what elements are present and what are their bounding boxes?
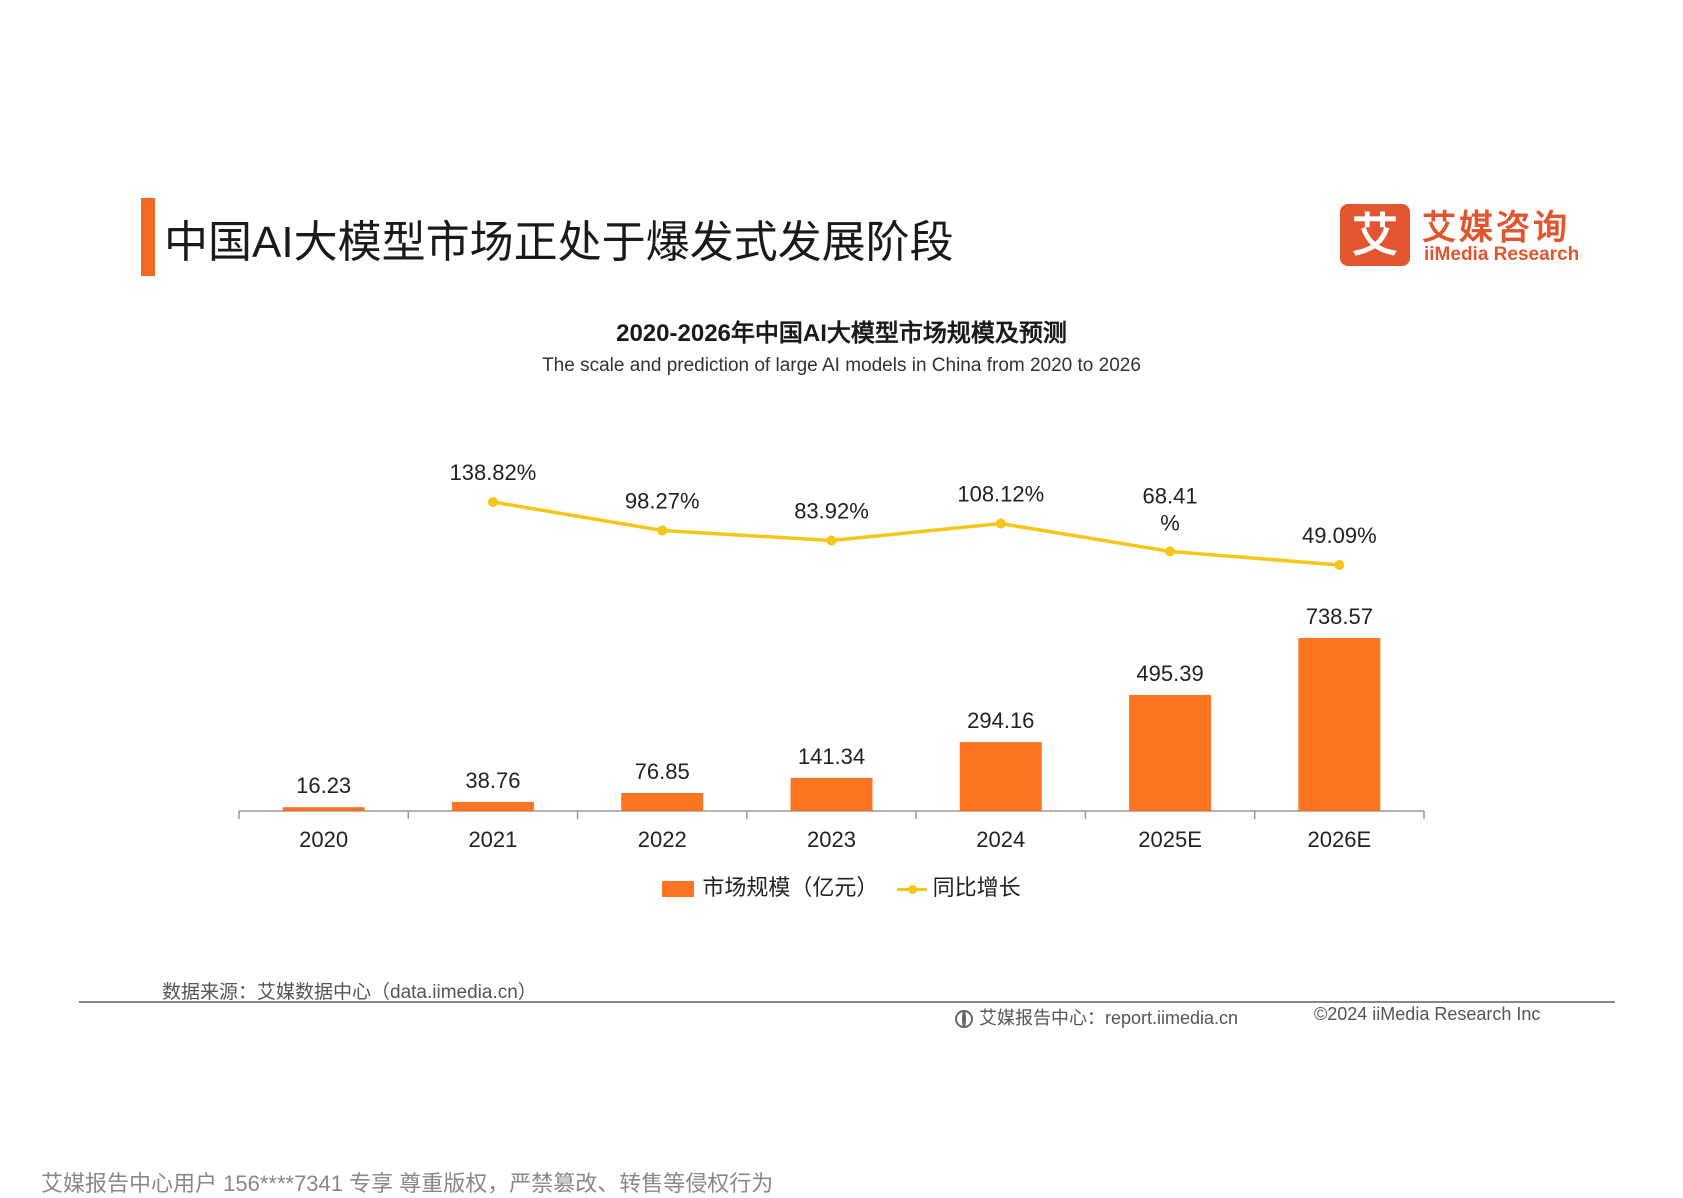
legend-label-market-scale: 市场规模（亿元） <box>702 875 879 900</box>
legend-label-yoy-growth: 同比增长 <box>932 875 1021 900</box>
x-tick-label: 2020 <box>299 827 348 852</box>
growth-point-2026E <box>1334 560 1345 570</box>
legend-item-yoy-growth: 同比增长 <box>896 870 1021 902</box>
chart-subtitle: The scale and prediction of large AI mod… <box>542 355 1141 376</box>
bar-value-label: 16.23 <box>296 773 351 798</box>
x-tick-label: 2022 <box>638 827 687 852</box>
report-center-text: 艾媒报告中心：report.iimedia.cn <box>979 1008 1239 1028</box>
bar-2023 <box>790 777 873 811</box>
logo-name-en: iiMedia Research <box>1424 244 1580 265</box>
chart-title: 2020-2026年中国AI大模型市场规模及预测 <box>616 320 1067 347</box>
report-center: 艾媒报告中心：report.iimedia.cn <box>955 1004 1238 1030</box>
bar-2024 <box>959 742 1042 811</box>
bar-value-label: 141.34 <box>798 744 865 769</box>
legend-swatch-line <box>896 884 927 894</box>
bar-2025E <box>1129 694 1212 811</box>
legend-item-market-scale: 市场规模（亿元） <box>662 870 878 902</box>
x-tick-label: 2025E <box>1138 827 1202 852</box>
bar-2026E <box>1298 638 1381 811</box>
page-title: 中国AI大模型市场正处于爆发式发展阶段 <box>164 218 954 267</box>
growth-point-2023 <box>826 535 837 546</box>
growth-line <box>492 500 1340 567</box>
data-source: 数据来源：艾媒数据中心（data.iimedia.cn） <box>162 982 537 1003</box>
bar-value-label: 294.16 <box>967 708 1034 733</box>
x-tick-label: 2024 <box>976 827 1025 852</box>
growth-value-label: 108.12% <box>957 482 1044 507</box>
x-tick-label: 2023 <box>807 827 856 852</box>
growth-point-2021 <box>487 497 498 507</box>
footer-divider <box>79 1001 1615 1003</box>
x-tick-label: 2026E <box>1308 827 1372 852</box>
logo-name-cn: 艾媒咨询 <box>1422 209 1570 247</box>
growth-point-2022 <box>657 525 668 536</box>
growth-value-label: 49.09% <box>1302 523 1377 548</box>
globe-icon <box>955 1010 973 1028</box>
bar-2020 <box>282 807 365 811</box>
watermark: 艾媒报告中心用户 156****7341 专享 尊重版权，严禁篡改、转售等侵权行… <box>41 1171 774 1196</box>
legend-swatch-bar <box>662 881 695 898</box>
growth-point-2024 <box>995 518 1006 529</box>
growth-point-2025E <box>1165 546 1176 557</box>
title-accent-bar <box>141 198 155 276</box>
bar-2021 <box>451 801 534 811</box>
growth-value-label: 138.82% <box>449 460 536 485</box>
iimedia-logo: 艾 艾媒咨询 iiMedia Research <box>1340 204 1600 270</box>
copyright: ©2024 iiMedia Research Inc <box>1314 1004 1541 1024</box>
growth-value-label: 83.92% <box>794 499 869 524</box>
bar-value-label: 495.39 <box>1136 661 1203 686</box>
growth-value-label: 68.41% <box>1143 483 1198 535</box>
bar-value-label: 76.85 <box>635 759 690 784</box>
chart-legend: 市场规模（亿元） 同比增长 <box>0 870 1683 902</box>
growth-value-label: 98.27% <box>625 488 700 513</box>
bar-2022 <box>621 792 704 811</box>
logo-mark: 艾 <box>1340 204 1410 266</box>
x-tick-label: 2021 <box>468 827 517 852</box>
bar-value-label: 738.57 <box>1306 604 1373 629</box>
bar-value-label: 38.76 <box>465 768 520 793</box>
